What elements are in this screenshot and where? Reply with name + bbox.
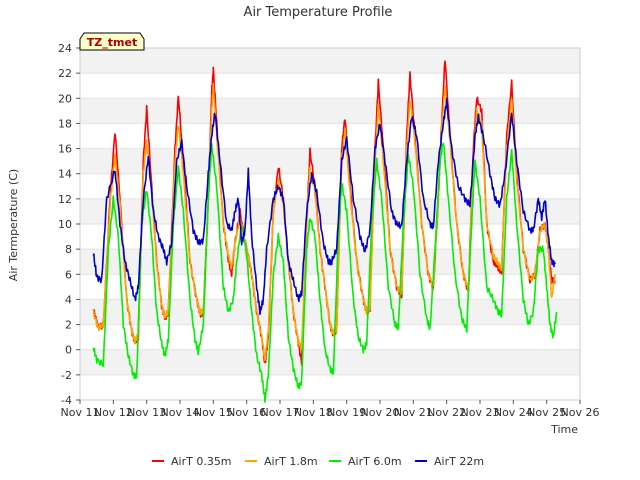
grid-band xyxy=(80,274,580,300)
series-line-2 xyxy=(92,82,556,362)
x-tick-label: Nov 11 xyxy=(61,406,100,419)
legend-label: AirT 22m xyxy=(434,455,484,468)
grid-band xyxy=(80,173,580,199)
x-tick-label: Nov 18 xyxy=(294,406,333,419)
x-tick-label: Nov 25 xyxy=(527,406,566,419)
x-tick-label: Nov 22 xyxy=(427,406,466,419)
x-axis-label: Time xyxy=(550,423,578,436)
y-tick-label: 14 xyxy=(58,168,72,181)
y-tick-label: 10 xyxy=(58,218,72,231)
grid-band xyxy=(80,374,580,400)
x-tick-label: Nov 12 xyxy=(94,406,133,419)
y-tick-label: 18 xyxy=(58,117,72,130)
legend-label: AirT 6.0m xyxy=(348,455,402,468)
x-tick-label: Nov 26 xyxy=(561,406,600,419)
grid-bands xyxy=(80,47,580,401)
y-tick-label: 2 xyxy=(65,319,72,332)
legend-label: AirT 1.8m xyxy=(264,455,318,468)
legend-label: AirT 0.35m xyxy=(171,455,232,468)
grid-band xyxy=(80,98,580,124)
legend: AirT 0.35m AirT 1.8m AirT 6.0m AirT 22m xyxy=(152,455,484,468)
y-tick-label: -2 xyxy=(61,369,72,382)
grid-band xyxy=(80,148,580,174)
series-line-3 xyxy=(92,142,558,403)
y-tick-label: 24 xyxy=(58,42,72,55)
y-tick-label: -4 xyxy=(61,394,72,407)
x-tick-label: Nov 23 xyxy=(461,406,500,419)
x-tick-label: Nov 21 xyxy=(394,406,433,419)
chart-title: Air Temperature Profile xyxy=(244,5,393,20)
series-lines xyxy=(92,60,558,403)
series-line-4 xyxy=(92,97,556,316)
site-label: TZ_tmet xyxy=(87,36,137,49)
x-tick-label: Nov 13 xyxy=(127,406,166,419)
x-tick-label: Nov 19 xyxy=(327,406,366,419)
y-tick-label: 8 xyxy=(65,243,72,256)
grid-band xyxy=(80,73,580,99)
y-tick-label: 0 xyxy=(65,344,72,357)
grid-band xyxy=(80,123,580,149)
x-tick-label: Nov 16 xyxy=(227,406,266,419)
x-tick-label: Nov 14 xyxy=(161,406,200,419)
y-tick-label: 4 xyxy=(65,293,72,306)
x-tick-label: Nov 17 xyxy=(261,406,300,419)
x-tick-label: Nov 20 xyxy=(361,406,400,419)
y-tick-label: 20 xyxy=(58,92,72,105)
y-tick-label: 6 xyxy=(65,268,72,281)
y-tick-label: 12 xyxy=(58,193,72,206)
grid-band xyxy=(80,48,580,74)
y-tick-label: 22 xyxy=(58,67,72,80)
y-axis-label: Air Termperature (C) xyxy=(7,169,20,281)
x-tick-label: Nov 15 xyxy=(194,406,233,419)
site-label-badge: TZ_tmet xyxy=(79,32,145,51)
y-tick-label: 16 xyxy=(58,143,72,156)
x-tick-label: Nov 24 xyxy=(494,406,533,419)
